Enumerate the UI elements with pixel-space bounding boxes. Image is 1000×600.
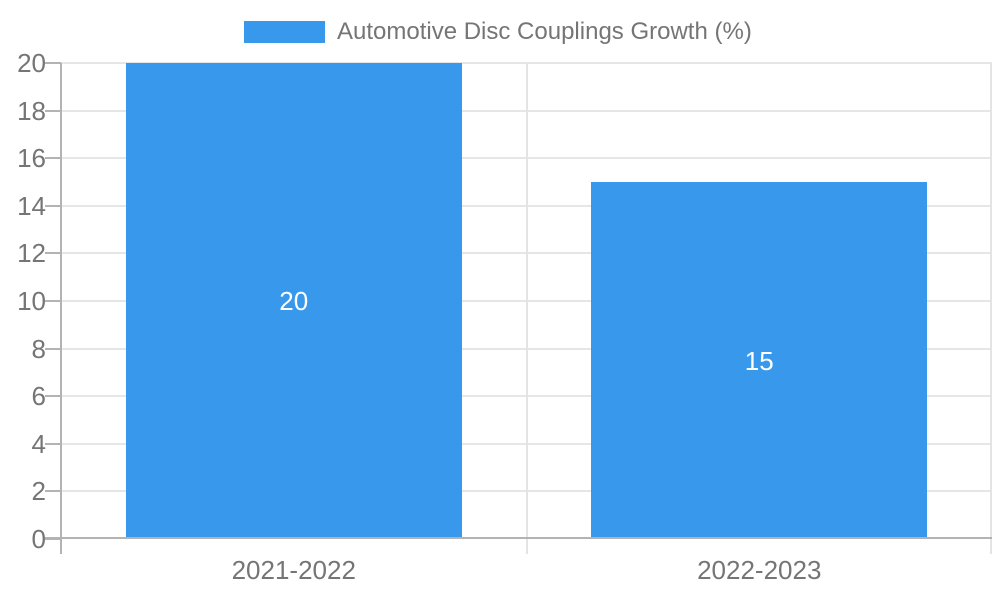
y-axis-tick bbox=[45, 62, 61, 64]
y-axis-tick bbox=[45, 347, 61, 350]
y-axis-tick-label: 12 bbox=[17, 238, 46, 269]
bar bbox=[125, 63, 462, 539]
y-axis-tick-label: 20 bbox=[17, 48, 46, 78]
y-axis-tick bbox=[45, 442, 61, 445]
y-axis-tick-label: 2 bbox=[31, 476, 46, 507]
y-axis-tick-label: 16 bbox=[17, 143, 46, 174]
legend-label: Automotive Disc Couplings Growth (%) bbox=[337, 18, 752, 45]
y-axis-tick bbox=[45, 252, 61, 255]
y-axis-tick bbox=[45, 538, 61, 540]
y-axis-tick bbox=[45, 109, 61, 112]
y-axis-tick-label: 18 bbox=[17, 95, 46, 126]
y-axis-tick bbox=[45, 157, 61, 160]
x-axis-baseline bbox=[45, 537, 992, 539]
y-axis-tick-label: 6 bbox=[31, 381, 46, 412]
y-axis-tick bbox=[45, 300, 61, 302]
bar-value-label: 15 bbox=[744, 345, 774, 376]
plot-area: 20 15 bbox=[45, 62, 992, 554]
y-axis-tick-label: 14 bbox=[17, 190, 46, 221]
bar-value-label: 20 bbox=[279, 286, 309, 316]
legend-color-swatch bbox=[244, 21, 325, 43]
y-axis-tick-label: 4 bbox=[31, 428, 46, 459]
bar bbox=[591, 182, 928, 539]
y-axis-tick bbox=[45, 204, 61, 207]
y-axis-tick-label: 10 bbox=[17, 286, 46, 316]
y-axis-tick-label: 8 bbox=[31, 333, 46, 364]
category-divider bbox=[990, 63, 992, 554]
x-axis-tick-label: 2021-2022 bbox=[231, 555, 356, 585]
y-axis-line bbox=[60, 63, 62, 554]
legend: Automotive Disc Couplings Growth (%) bbox=[244, 17, 752, 47]
x-axis-tick-label: 2022-2023 bbox=[697, 555, 822, 585]
y-axis-tick-label: 0 bbox=[31, 524, 46, 554]
category-divider bbox=[526, 63, 528, 554]
y-axis-tick bbox=[45, 395, 61, 398]
y-axis-tick bbox=[45, 490, 61, 493]
